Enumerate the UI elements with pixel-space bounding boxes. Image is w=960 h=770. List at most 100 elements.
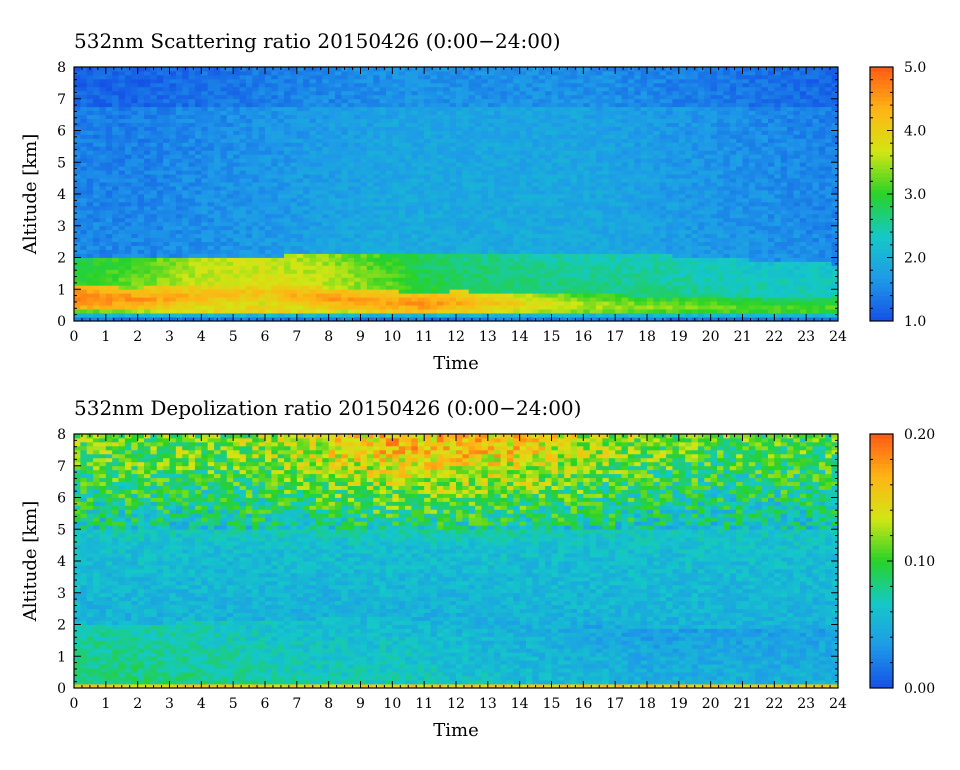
heatmap-cell: [443, 90, 451, 96]
heatmap-cell: [105, 293, 113, 298]
heatmap-cell: [144, 146, 151, 151]
heatmap-cell: [411, 253, 419, 258]
heatmap-cell: [194, 82, 202, 88]
heatmap-cell: [169, 67, 177, 72]
heatmap-cell: [487, 122, 495, 127]
heatmap-cell: [277, 253, 285, 258]
heatmap-cell: [118, 174, 126, 179]
heatmap-cell: [163, 182, 170, 187]
heatmap-cell: [430, 122, 438, 127]
heatmap-cell: [373, 305, 380, 310]
heatmap-cell: [144, 197, 151, 203]
heatmap-cell: [462, 67, 470, 72]
heatmap-cell: [309, 205, 317, 211]
heatmap-cell: [494, 209, 501, 215]
heatmap-cell: [557, 305, 565, 310]
heatmap-cell: [551, 209, 559, 215]
heatmap-cell: [526, 269, 533, 274]
heatmap-cell: [303, 277, 310, 282]
heatmap-cell: [557, 205, 565, 211]
heatmap-cell: [417, 86, 425, 92]
heatmap-cell: [277, 182, 285, 187]
heatmap-cell: [169, 70, 177, 76]
heatmap-cell: [194, 201, 202, 207]
heatmap-cell: [424, 130, 431, 135]
heatmap-cell: [252, 162, 260, 167]
heatmap-cell: [207, 273, 215, 278]
heatmap-cell: [519, 217, 527, 223]
heatmap-cell: [424, 313, 431, 318]
heatmap-cell: [214, 245, 221, 250]
heatmap-cell: [360, 94, 368, 100]
heatmap-cell: [131, 277, 139, 282]
heatmap-cell: [105, 190, 113, 195]
heatmap-cell: [296, 265, 304, 270]
heatmap-cell: [284, 289, 291, 294]
heatmap-cell: [443, 265, 451, 270]
heatmap-cell: [487, 126, 495, 131]
heatmap-cell: [506, 269, 514, 274]
heatmap-cell: [354, 233, 361, 239]
heatmap-cell: [417, 94, 425, 100]
heatmap-cell: [354, 150, 361, 155]
heatmap-cell: [405, 293, 412, 298]
heatmap-cell: [175, 158, 183, 163]
heatmap-cell: [354, 118, 361, 123]
heatmap-cell: [545, 265, 552, 270]
heatmap-cell: [366, 122, 374, 127]
heatmap-cell: [105, 221, 113, 227]
heatmap-cell: [277, 134, 285, 139]
heatmap-cell: [156, 166, 164, 171]
heatmap-cell: [245, 94, 253, 100]
heatmap-cell: [405, 138, 412, 143]
heatmap-cell: [309, 237, 317, 243]
heatmap-cell: [551, 98, 559, 104]
heatmap-cell: [373, 98, 380, 104]
heatmap-cell: [538, 253, 546, 258]
heatmap-cell: [156, 74, 164, 80]
heatmap-cell: [74, 74, 81, 80]
heatmap-cell: [175, 190, 183, 195]
heatmap-cell: [526, 245, 533, 250]
heatmap-cell: [519, 229, 527, 235]
heatmap-cell: [258, 186, 266, 191]
heatmap-cell: [366, 209, 374, 215]
heatmap-cell: [74, 186, 81, 191]
heatmap-cell: [124, 209, 132, 215]
heatmap-cell: [265, 281, 272, 286]
heatmap-cell: [131, 289, 139, 294]
heatmap-cell: [93, 205, 100, 211]
heatmap-cell: [392, 126, 400, 131]
heatmap-cell: [233, 213, 240, 219]
heatmap-cell: [303, 158, 310, 163]
heatmap-cell: [112, 118, 119, 123]
heatmap-cell: [131, 106, 139, 112]
heatmap-cell: [265, 233, 272, 239]
heatmap-cell: [366, 285, 374, 290]
heatmap-cell: [201, 182, 209, 187]
heatmap-cell: [398, 74, 406, 80]
heatmap-cell: [398, 158, 406, 163]
heatmap-cell: [271, 78, 279, 84]
heatmap-cell: [449, 134, 457, 139]
heatmap-cell: [398, 253, 406, 258]
heatmap-cell: [551, 154, 559, 159]
heatmap-cell: [86, 213, 94, 219]
heatmap-cell: [220, 317, 228, 322]
heatmap-cell: [239, 146, 247, 151]
heatmap-cell: [443, 194, 451, 199]
heatmap-cell: [220, 221, 228, 227]
heatmap-cell: [226, 67, 234, 72]
heatmap-cell: [252, 90, 260, 96]
heatmap-cell: [551, 237, 559, 243]
heatmap-cell: [131, 186, 139, 191]
heatmap-cell: [430, 237, 438, 243]
heatmap-cell: [124, 82, 132, 88]
heatmap-cell: [411, 182, 419, 187]
heatmap-cell: [513, 237, 521, 243]
heatmap-cell: [80, 285, 88, 290]
heatmap-cell: [144, 194, 151, 199]
heatmap-cell: [341, 86, 349, 92]
heatmap-cell: [105, 194, 113, 199]
heatmap-cell: [144, 289, 151, 294]
